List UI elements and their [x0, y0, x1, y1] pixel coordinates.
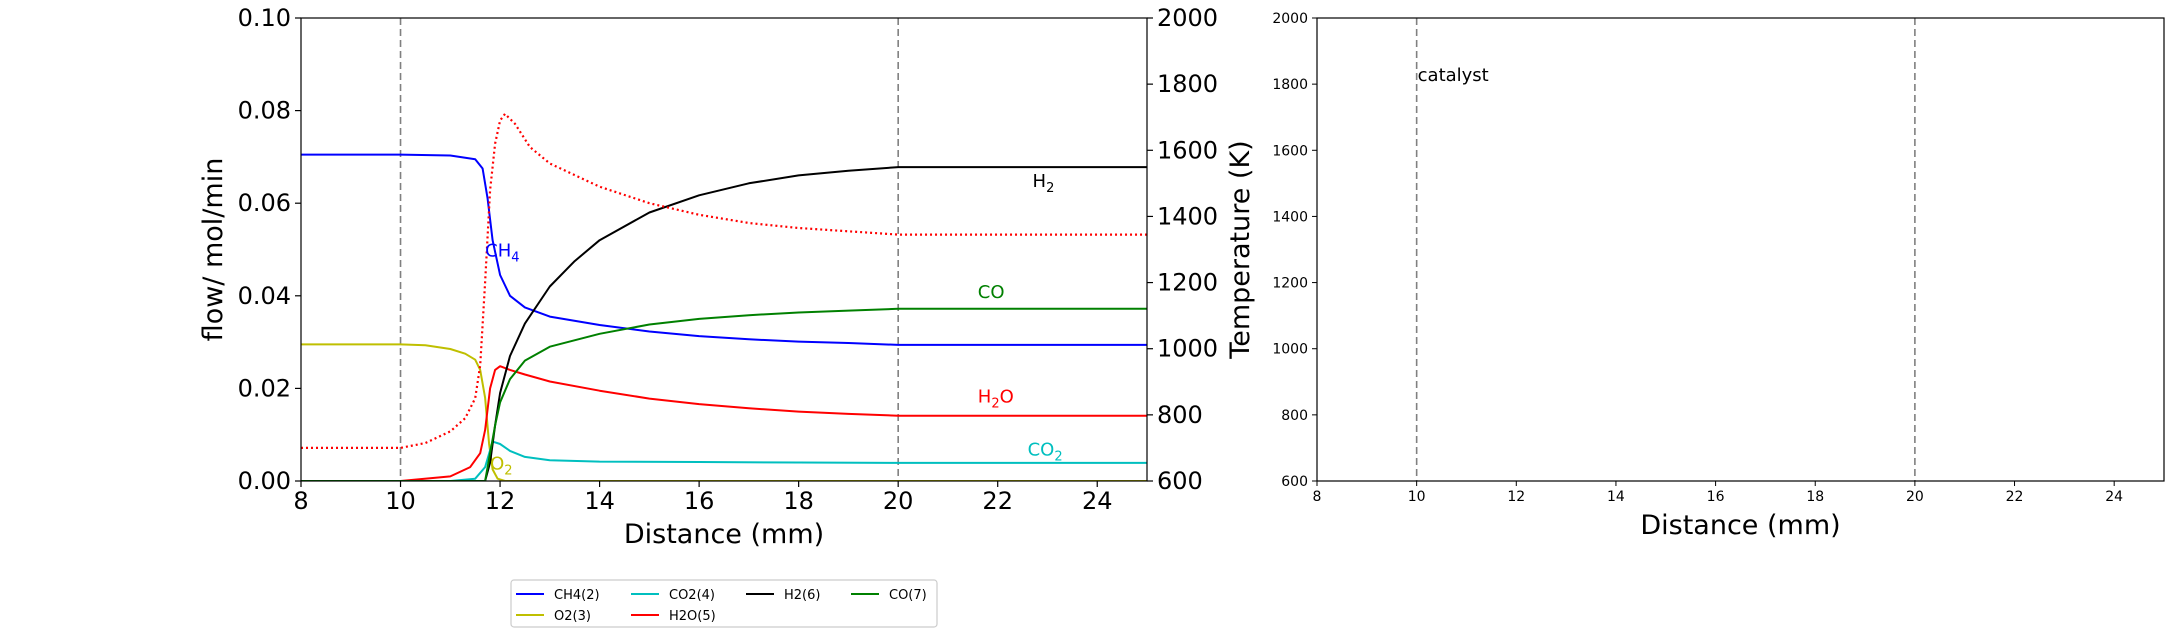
- legend-entry: H2O(5): [669, 609, 716, 624]
- plot-area: [301, 112, 1147, 481]
- series-label-CO2(4): CO2: [1028, 440, 1063, 465]
- y-tick-label: 2000: [1272, 11, 1308, 27]
- series-label-CO(7): CO: [978, 282, 1005, 303]
- y2-tick-label: 1600: [1157, 136, 1218, 164]
- x-tick-label: 8: [293, 487, 308, 515]
- series-line-H2(6): [301, 166, 1147, 481]
- series-line-H2O(5): [301, 365, 1147, 481]
- plot-frame-left: [300, 17, 1148, 482]
- x-tick-label: 12: [1507, 489, 1525, 505]
- y-tick-label: 0.02: [238, 374, 291, 402]
- y-tick-label: 0.00: [238, 467, 291, 495]
- y-tick-label: 1600: [1272, 143, 1308, 159]
- x-tick-label: 20: [883, 487, 914, 515]
- x-tick-label: 10: [385, 487, 416, 515]
- legend-entry: CO(7): [889, 588, 927, 603]
- y2-tick-label: 1400: [1157, 202, 1218, 230]
- x-tick-label: 22: [2006, 489, 2024, 505]
- y-tick-label: 1200: [1272, 276, 1308, 292]
- y-tick-label: 0.10: [238, 4, 291, 32]
- x-tick-label: 16: [684, 487, 715, 515]
- x-tick-label: 16: [1707, 489, 1725, 505]
- x-axis-label: Distance (mm): [1640, 510, 1840, 541]
- catalyst-annotation: catalyst: [1418, 65, 1489, 86]
- y2-tick-label: 1200: [1157, 269, 1218, 297]
- legend: CH4(2) CO2(4) H2(6) CO(7) O2(3) H2O(5): [510, 579, 938, 628]
- series-label-O2(3): O2: [490, 453, 512, 478]
- series-label-H2(6): H2: [1033, 171, 1055, 196]
- x-tick-label: 14: [1607, 489, 1625, 505]
- series-line-CO2(4): [301, 440, 1147, 481]
- x-tick-label: 10: [1408, 489, 1426, 505]
- y-axis-label: flow/ mol/min: [198, 158, 229, 342]
- x-tick-label: 24: [2105, 489, 2123, 505]
- legend-entry: H2(6): [784, 588, 820, 603]
- series-label-CH4(2): CH4: [485, 240, 519, 265]
- y-tick-label: 0.08: [238, 97, 291, 125]
- y-tick-label: 800: [1281, 408, 1308, 424]
- x-tick-label: 20: [1906, 489, 1924, 505]
- y-tick-label: 600: [1281, 474, 1308, 490]
- series-line-CO(7): [301, 307, 1147, 481]
- x-axis-label: Distance (mm): [624, 519, 824, 550]
- y2-axis-label: Temperature (K): [1225, 140, 1256, 359]
- y-tick-label: 0.04: [238, 282, 291, 310]
- x-tick-label: 14: [584, 487, 615, 515]
- legend-entry: O2(3): [554, 609, 591, 624]
- temperature-line: [301, 112, 1147, 449]
- flow-temperature-chart: CH4 O2 CO2 H2O H2 CO 8 10 12 14 16 18 20 22 24 0.00 0.02…: [198, 4, 1256, 628]
- y-tick-label: 0.06: [238, 189, 291, 217]
- x-tick-label: 18: [1806, 489, 1824, 505]
- series-label-H2O(5): H2O: [978, 386, 1014, 411]
- y-tick-label: 1400: [1272, 209, 1308, 225]
- y-tick-label: 1800: [1272, 77, 1308, 93]
- x-tick-label: 24: [1082, 487, 1113, 515]
- x-tick-label: 18: [783, 487, 814, 515]
- legend-frame: [510, 579, 938, 628]
- x-tick-label: 22: [982, 487, 1013, 515]
- x-tick-label: 12: [485, 487, 516, 515]
- temperature-chart: 8 10 12 14 16 18 20 22 24 600 800 1000 1200 1400 1600 1…: [1272, 11, 2165, 541]
- y-tick-label: 1000: [1272, 342, 1308, 358]
- y2-tick-label: 1000: [1157, 335, 1218, 363]
- x-tick-label: 8: [1313, 489, 1322, 505]
- y2-tick-label: 1800: [1157, 70, 1218, 98]
- y2-tick-label: 600: [1157, 467, 1203, 495]
- series-line-CH4(2): [301, 153, 1147, 346]
- y2-tick-label: 800: [1157, 401, 1203, 429]
- series-line-O2(3): [301, 343, 1147, 481]
- plot-frame-right: [1316, 17, 2165, 482]
- legend-entry: CH4(2): [554, 588, 600, 603]
- legend-entry: CO2(4): [669, 588, 715, 603]
- y2-tick-label: 2000: [1157, 4, 1218, 32]
